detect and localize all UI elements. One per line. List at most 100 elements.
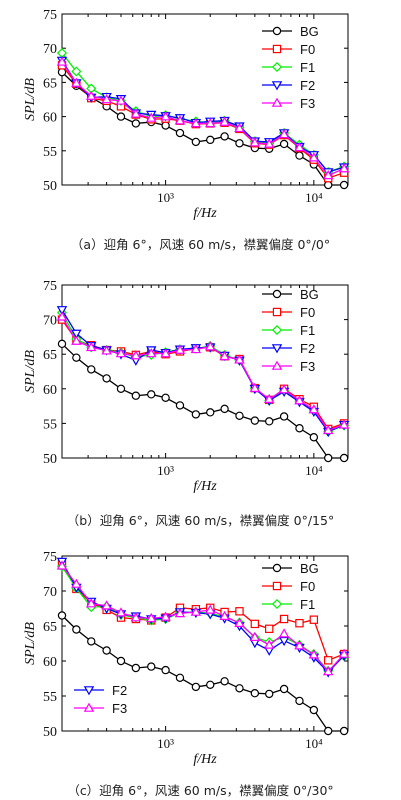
y-tick-label: 65 (43, 76, 57, 91)
data-point (324, 180, 333, 190)
data-point (160, 611, 171, 621)
data-point (220, 132, 229, 141)
data-point (57, 67, 67, 77)
data-point (309, 433, 319, 442)
data-point (322, 424, 334, 435)
x-tick-label: 10⁴ (305, 736, 323, 751)
legend-label: F1 (300, 323, 315, 338)
legend-label: F1 (300, 597, 315, 612)
data-point (147, 390, 156, 399)
data-point (278, 384, 290, 394)
y-axis-label: SPL/dB (23, 622, 38, 665)
data-point (72, 625, 81, 634)
data-point (71, 335, 82, 345)
data-point (220, 677, 229, 686)
data-point (265, 624, 274, 634)
data-point (205, 341, 216, 351)
data-point (146, 112, 157, 122)
data-point (190, 343, 202, 354)
data-point (235, 684, 244, 693)
y-tick-label: 70 (43, 314, 57, 329)
legend: BG F0 F1 F2 F3 (262, 24, 319, 111)
series-BG (57, 611, 349, 736)
x-axis-label: f/Hz (193, 479, 217, 494)
data-point (265, 689, 274, 699)
series-BG (57, 339, 349, 463)
data-point (265, 417, 274, 426)
data-point (160, 111, 171, 121)
data-point (115, 95, 127, 105)
legend-label: F0 (300, 305, 315, 320)
y-tick-label: 60 (43, 383, 57, 398)
data-point (249, 137, 261, 147)
x-tick-label: 10³ (157, 190, 174, 205)
data-point (339, 180, 349, 190)
series-F3 (56, 56, 350, 180)
data-point (308, 152, 320, 162)
legend-label: F3 (300, 96, 315, 111)
legend-label: F2 (112, 683, 127, 698)
data-point (56, 311, 68, 321)
legend-marker (271, 61, 283, 73)
legend-label: F3 (300, 359, 315, 374)
data-point (206, 408, 215, 417)
data-point (115, 607, 127, 617)
legend-label: BG (300, 561, 319, 576)
data-point (205, 118, 216, 128)
data-point (130, 350, 142, 360)
data-point (220, 404, 229, 414)
data-point (339, 726, 349, 736)
y-tick-label: 60 (43, 655, 57, 670)
data-point (131, 119, 141, 128)
data-point (324, 726, 333, 736)
data-point (279, 412, 289, 421)
series-F3 (56, 560, 350, 676)
data-point (161, 665, 170, 675)
plot-frame (61, 284, 349, 459)
data-point (72, 353, 81, 362)
chart-panel-1: 50 55 60 65 70 75 10³ 10⁴ SPL/dB f/Hz BG F0 F1 F2 F3 (23, 8, 350, 221)
data-point (249, 382, 261, 392)
legend-marker (83, 702, 95, 712)
legend-label: F0 (300, 579, 315, 594)
data-point (219, 610, 230, 621)
data-point (279, 139, 289, 149)
data-point (146, 348, 157, 358)
data-point (295, 151, 304, 160)
data-point (263, 639, 275, 649)
y-tick-label: 70 (43, 585, 57, 600)
data-point (175, 128, 185, 138)
data-point (295, 618, 304, 628)
chart-panel-2: 50 55 60 65 70 75 10³ 10⁴ SPL/dB f/Hz BG F0 F1 F2 F3 (23, 279, 350, 494)
legend-marker (271, 598, 283, 610)
data-point (250, 619, 260, 629)
data-point (86, 90, 97, 100)
plot-frame (61, 555, 349, 732)
x-tick-label: 10³ (157, 736, 174, 751)
data-point (190, 118, 202, 128)
data-point (308, 404, 320, 414)
y-tick-label: 60 (43, 111, 57, 126)
data-point (278, 628, 290, 638)
data-point (309, 705, 319, 715)
y-tick-label: 65 (43, 348, 57, 363)
data-point (101, 600, 112, 610)
legend-marker (271, 97, 283, 107)
data-point (101, 94, 112, 104)
x-tick-label: 10⁴ (305, 463, 323, 478)
data-point (206, 680, 215, 690)
legend-marker (271, 344, 283, 354)
x-axis-label: f/Hz (193, 206, 217, 221)
legend-label: BG (300, 287, 319, 302)
y-tick-label: 75 (43, 550, 57, 565)
y-axis-label: SPL/dB (23, 350, 38, 393)
data-point (190, 606, 202, 616)
data-point (235, 607, 244, 616)
data-point (116, 384, 126, 393)
y-tick-label: 75 (43, 279, 57, 294)
legend-marker (272, 307, 282, 317)
data-point (57, 611, 67, 620)
data-point (263, 393, 275, 403)
